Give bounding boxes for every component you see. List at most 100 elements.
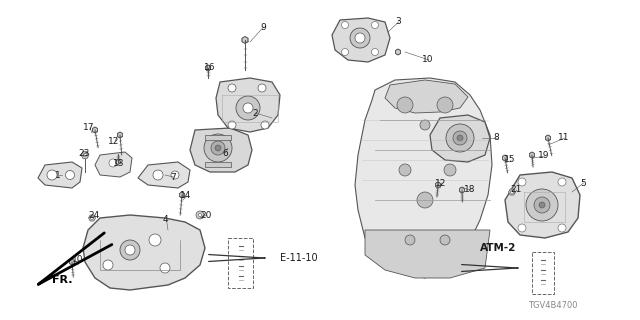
Circle shape xyxy=(440,235,450,245)
Circle shape xyxy=(534,197,550,213)
Text: 10: 10 xyxy=(422,55,433,65)
Polygon shape xyxy=(332,18,390,62)
Circle shape xyxy=(228,121,236,129)
Circle shape xyxy=(444,164,456,176)
Text: ATM-2: ATM-2 xyxy=(480,243,516,253)
Polygon shape xyxy=(179,192,184,198)
Text: 7: 7 xyxy=(170,172,176,181)
Circle shape xyxy=(65,171,74,180)
Polygon shape xyxy=(509,189,515,195)
Circle shape xyxy=(405,235,415,245)
Polygon shape xyxy=(95,152,132,177)
Circle shape xyxy=(457,135,463,141)
Polygon shape xyxy=(69,259,75,265)
Circle shape xyxy=(518,224,526,232)
Circle shape xyxy=(109,159,117,167)
Bar xyxy=(532,252,554,294)
Polygon shape xyxy=(205,65,211,71)
Text: 6: 6 xyxy=(222,148,228,157)
Circle shape xyxy=(371,21,378,28)
Circle shape xyxy=(355,33,365,43)
Circle shape xyxy=(47,170,57,180)
Circle shape xyxy=(437,97,453,113)
Text: 14: 14 xyxy=(180,191,191,201)
Bar xyxy=(228,238,253,288)
Circle shape xyxy=(261,121,269,129)
Polygon shape xyxy=(529,152,534,158)
Polygon shape xyxy=(116,159,120,164)
Circle shape xyxy=(518,178,526,186)
Text: 12: 12 xyxy=(108,137,120,146)
Circle shape xyxy=(120,240,140,260)
Circle shape xyxy=(125,245,135,255)
Circle shape xyxy=(558,224,566,232)
Polygon shape xyxy=(505,172,580,238)
Circle shape xyxy=(342,21,349,28)
Circle shape xyxy=(420,120,430,130)
Circle shape xyxy=(539,202,545,208)
Circle shape xyxy=(153,170,163,180)
Text: 20: 20 xyxy=(200,211,211,220)
Text: 18: 18 xyxy=(464,186,476,195)
Text: 2: 2 xyxy=(252,108,258,117)
Circle shape xyxy=(90,216,93,220)
Circle shape xyxy=(258,84,266,92)
Text: 21: 21 xyxy=(510,186,522,195)
Polygon shape xyxy=(355,78,492,278)
Polygon shape xyxy=(216,78,280,132)
Text: TGV4B4700: TGV4B4700 xyxy=(529,301,578,310)
Circle shape xyxy=(558,178,566,186)
Text: 9: 9 xyxy=(260,22,266,31)
Circle shape xyxy=(243,103,253,113)
Text: 19: 19 xyxy=(538,151,550,161)
Polygon shape xyxy=(545,135,550,141)
Text: 17: 17 xyxy=(83,124,95,132)
Circle shape xyxy=(198,213,202,217)
Text: 4: 4 xyxy=(163,215,168,225)
Text: 1: 1 xyxy=(55,171,61,180)
Circle shape xyxy=(83,153,87,157)
Circle shape xyxy=(371,49,378,55)
Polygon shape xyxy=(502,155,508,161)
Circle shape xyxy=(417,192,433,208)
Polygon shape xyxy=(430,115,490,162)
Circle shape xyxy=(453,131,467,145)
Polygon shape xyxy=(190,128,252,172)
Polygon shape xyxy=(460,187,465,193)
Circle shape xyxy=(196,211,204,219)
Text: 10: 10 xyxy=(72,255,83,265)
Circle shape xyxy=(399,164,411,176)
Circle shape xyxy=(350,28,370,48)
Circle shape xyxy=(171,171,179,179)
Text: 3: 3 xyxy=(395,18,401,27)
Polygon shape xyxy=(81,152,89,158)
Text: 24: 24 xyxy=(88,212,99,220)
Circle shape xyxy=(215,145,221,151)
Circle shape xyxy=(149,234,161,246)
Circle shape xyxy=(526,189,558,221)
Text: 5: 5 xyxy=(580,179,586,188)
Polygon shape xyxy=(138,162,190,188)
Text: 8: 8 xyxy=(493,133,499,142)
Text: 15: 15 xyxy=(504,156,515,164)
Circle shape xyxy=(204,134,232,162)
Text: 23: 23 xyxy=(78,148,90,157)
Polygon shape xyxy=(38,162,82,188)
Polygon shape xyxy=(396,49,401,55)
Bar xyxy=(205,162,231,167)
Circle shape xyxy=(342,49,349,55)
Polygon shape xyxy=(365,230,490,278)
Polygon shape xyxy=(385,80,468,113)
Circle shape xyxy=(160,263,170,273)
Text: 12: 12 xyxy=(435,179,446,188)
Text: E-11-10: E-11-10 xyxy=(280,253,317,263)
Polygon shape xyxy=(88,215,95,221)
Polygon shape xyxy=(117,132,123,138)
Text: FR.: FR. xyxy=(52,275,72,285)
Polygon shape xyxy=(83,215,205,290)
Circle shape xyxy=(211,141,225,155)
Text: 13: 13 xyxy=(113,158,125,167)
Text: 16: 16 xyxy=(204,62,216,71)
Circle shape xyxy=(511,190,513,194)
Circle shape xyxy=(103,260,113,270)
